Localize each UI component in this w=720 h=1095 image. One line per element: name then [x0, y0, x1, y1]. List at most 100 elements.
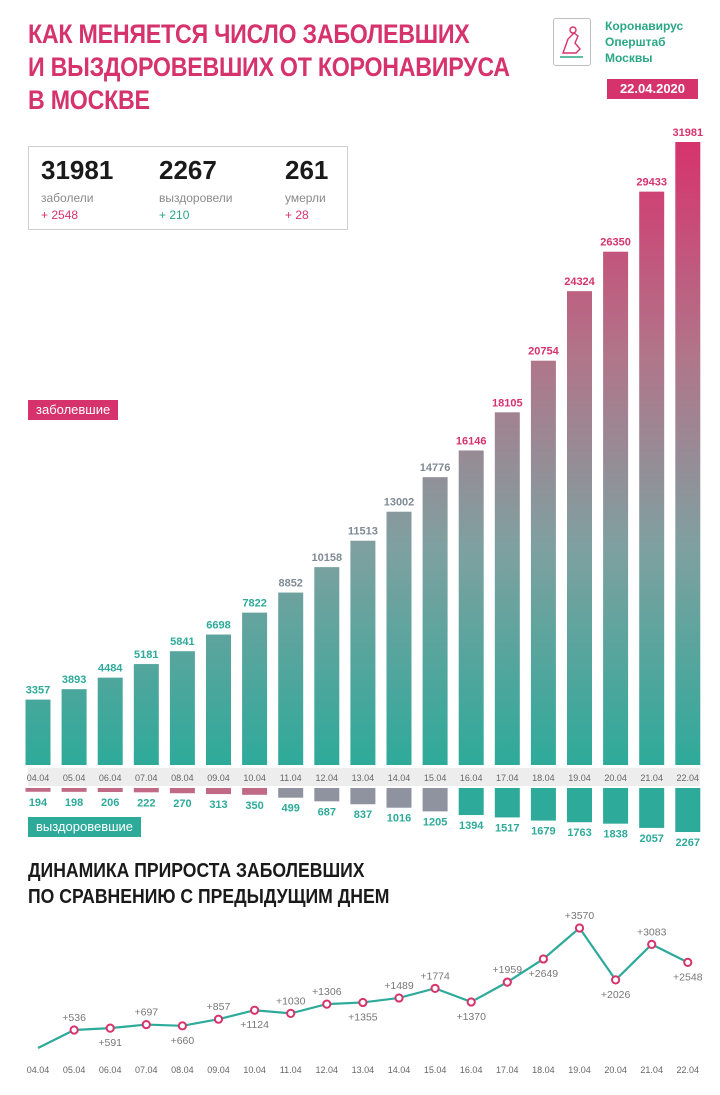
line-x-tick-label: 12.04 — [316, 1065, 339, 1075]
recovered-bar-label: 206 — [101, 797, 119, 809]
cases-bar-label: 3357 — [26, 685, 50, 697]
cases-bar-label: 24324 — [564, 276, 595, 288]
recovered-bar-label: 313 — [209, 799, 227, 811]
recovered-bar — [639, 788, 665, 828]
recovered-bar — [422, 788, 448, 812]
recovered-bar — [675, 788, 701, 832]
stat-cases-label: заболели — [41, 191, 94, 205]
line-x-tick-label: 09.04 — [207, 1065, 230, 1075]
date-tick-label: 14.04 — [388, 773, 411, 783]
increment-point — [105, 1023, 115, 1033]
cases-bar-label: 14776 — [420, 462, 451, 474]
cases-bar — [133, 664, 159, 765]
date-tick-label: 09.04 — [207, 773, 230, 783]
cases-bar-label: 26350 — [600, 237, 631, 249]
legend-cases: заболевшие — [28, 400, 119, 420]
line-x-tick-label: 22.04 — [677, 1065, 700, 1075]
increment-label: +1306 — [312, 986, 342, 998]
recovered-bar — [242, 788, 268, 795]
line-x-tick-label: 15.04 — [424, 1065, 447, 1075]
date-tick-label: 16.04 — [460, 773, 483, 783]
cases-bar-label: 13002 — [384, 497, 415, 509]
page-title: КАК МЕНЯЕТСЯ ЧИСЛО ЗАБОЛЕВШИХ И ВЫЗДОРОВ… — [28, 18, 510, 117]
line-x-tick-label: 13.04 — [352, 1065, 375, 1075]
increment-label: +2026 — [601, 989, 631, 1001]
increment-point — [286, 1008, 296, 1018]
line-x-tick-label: 17.04 — [496, 1065, 519, 1075]
logo-line-1: Коронавирус — [605, 19, 684, 33]
recovered-bar-label: 1679 — [531, 826, 555, 838]
increment-point — [538, 954, 549, 964]
increment-point — [394, 993, 404, 1003]
moscow-emblem-icon — [553, 18, 591, 66]
cases-bar-label: 10158 — [312, 552, 343, 564]
line-x-tick-label: 16.04 — [460, 1065, 483, 1075]
cases-bar — [530, 360, 556, 765]
increment-label: +1124 — [240, 1019, 269, 1031]
date-tick-label: 12.04 — [316, 773, 339, 783]
date-tick-label: 13.04 — [352, 773, 375, 783]
recovered-bar — [350, 788, 376, 805]
recovered-bars: 194 198 206 222 270 313 350 499 687 837 1016 1205 13… — [25, 788, 701, 849]
date-tick-label: 04.04 — [27, 773, 50, 783]
title-line-1: КАК МЕНЯЕТСЯ ЧИСЛО ЗАБОЛЕВШИХ — [28, 19, 470, 49]
cases-bar — [675, 142, 701, 765]
recovered-bar — [603, 788, 629, 824]
increment-point — [69, 1025, 79, 1035]
recovered-bar — [169, 788, 195, 794]
increment-point — [177, 1021, 187, 1031]
recovered-bar-label: 270 — [173, 798, 191, 810]
date-tick-label: 11.04 — [280, 773, 302, 783]
line-x-tick-label: 04.04 — [27, 1065, 50, 1075]
date-strip-bg — [28, 768, 700, 786]
recovered-bar — [494, 788, 520, 818]
recovered-bar-label: 837 — [354, 809, 372, 821]
increment-point — [213, 1014, 224, 1024]
cases-bar-label: 5181 — [134, 649, 158, 661]
recovered-bar-label: 1517 — [495, 822, 519, 834]
date-tick-label: 21.04 — [640, 773, 663, 783]
recovered-bar-label: 1838 — [603, 829, 627, 841]
increment-point — [141, 1019, 151, 1030]
date-axis: 04.04 05.04 06.04 07.04 08.04 09.04 10.04 11.04… — [27, 768, 700, 786]
recovered-bar — [567, 788, 592, 823]
date-tick-label: 06.04 — [99, 773, 122, 783]
cases-bar — [169, 651, 195, 765]
increment-point — [647, 939, 657, 949]
cases-bar — [603, 251, 629, 765]
increment-point — [358, 997, 368, 1008]
cases-bar — [386, 511, 412, 765]
line-x-tick-label: 08.04 — [171, 1065, 194, 1075]
cases-bar — [458, 450, 484, 765]
cases-bar — [25, 699, 51, 765]
cases-bar — [97, 677, 123, 765]
line-x-tick-label: 10.04 — [243, 1065, 266, 1075]
logo-text: Коронавирус Оперштаб Москвы — [605, 18, 683, 66]
increment-line-chart: 04.04 +536 05.04 +591 06.04 +697 07.04 +660 08.0… — [27, 910, 703, 1075]
date-tick-label: 19.04 — [568, 773, 591, 783]
cases-bar-label: 6698 — [206, 620, 230, 632]
stat-cases: 31981 заболели + 2548 — [41, 155, 113, 222]
increment-label: +1774 — [420, 970, 450, 982]
cases-bar — [314, 567, 340, 765]
increment-label: +697 — [134, 1007, 158, 1019]
stat-recovered-label: выздоровели — [159, 191, 233, 205]
increment-line — [37, 926, 689, 1049]
recovered-bar-label: 2057 — [639, 833, 663, 845]
date-tick-label: 18.04 — [532, 773, 555, 783]
recovered-bar-label: 222 — [137, 797, 155, 809]
recovered-bar — [530, 788, 556, 821]
increment-label: +1355 — [348, 1011, 378, 1023]
stat-deaths-value: 261 — [285, 155, 329, 185]
increment-label: +660 — [171, 1035, 195, 1047]
stat-deaths-label: умерли — [285, 191, 326, 205]
line-x-tick-label: 11.04 — [280, 1065, 302, 1075]
increment-label: +536 — [62, 1012, 86, 1024]
cases-bar-label: 4484 — [98, 663, 123, 675]
increment-label: +2548 — [673, 971, 703, 983]
line-x-tick-label: 21.04 — [640, 1065, 663, 1075]
line-x-tick-label: 14.04 — [388, 1065, 411, 1075]
stat-cases-value: 31981 — [41, 155, 114, 185]
legend-recovered: выздоровевшие — [28, 817, 142, 837]
increment-label: +2649 — [529, 968, 559, 980]
